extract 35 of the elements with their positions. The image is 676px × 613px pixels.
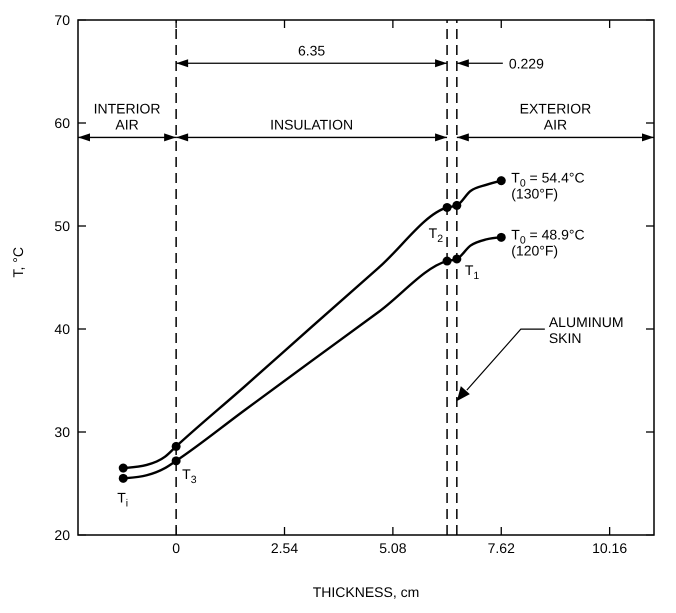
annotation: ALUMINUM SKIN — [548, 314, 624, 346]
point — [118, 464, 128, 473]
annotation: EXTERIOR AIR — [520, 100, 592, 132]
annotation: T$_{0}$ = 54.4°C (130°F) — [511, 170, 585, 202]
y-axis-title: T, °C — [10, 247, 26, 278]
point — [442, 256, 452, 266]
x-tick-label: 2.54 — [270, 540, 298, 556]
point — [496, 176, 506, 186]
annotation: 0.229 — [508, 55, 544, 72]
y-tick-label: 70 — [54, 12, 70, 28]
x-tick-label: 10.16 — [592, 540, 628, 556]
annotation: T$_{i}$ — [117, 489, 128, 510]
point — [118, 474, 128, 483]
point — [452, 254, 462, 264]
point — [452, 200, 462, 210]
point — [172, 442, 181, 451]
annotation: INTERIOR AIR — [94, 100, 161, 132]
annotation: T$_{2}$ — [428, 225, 444, 246]
x-tick-label: 7.62 — [488, 540, 516, 556]
y-tick-label: 60 — [54, 114, 70, 131]
x-axis-title: THICKNESS, cm — [312, 584, 420, 600]
annotation: T$_{1}$ — [464, 262, 480, 282]
annotation: 6.35 — [298, 42, 326, 58]
annotation: INSULATION — [270, 116, 354, 132]
x-tick-label: 5.08 — [379, 540, 407, 556]
y-tick-label: 40 — [54, 320, 70, 337]
y-tick-label: 50 — [54, 218, 70, 234]
y-tick-label: 20 — [54, 526, 70, 543]
point — [496, 232, 506, 242]
point — [172, 456, 181, 466]
point — [442, 202, 452, 212]
y-tick-label: 30 — [54, 424, 70, 440]
annotation: T$_{0}$ = 48.9°C (120°F) — [511, 226, 585, 258]
annotation: T$_{3}$ — [182, 466, 197, 486]
x-tick-label: 0 — [172, 540, 180, 556]
